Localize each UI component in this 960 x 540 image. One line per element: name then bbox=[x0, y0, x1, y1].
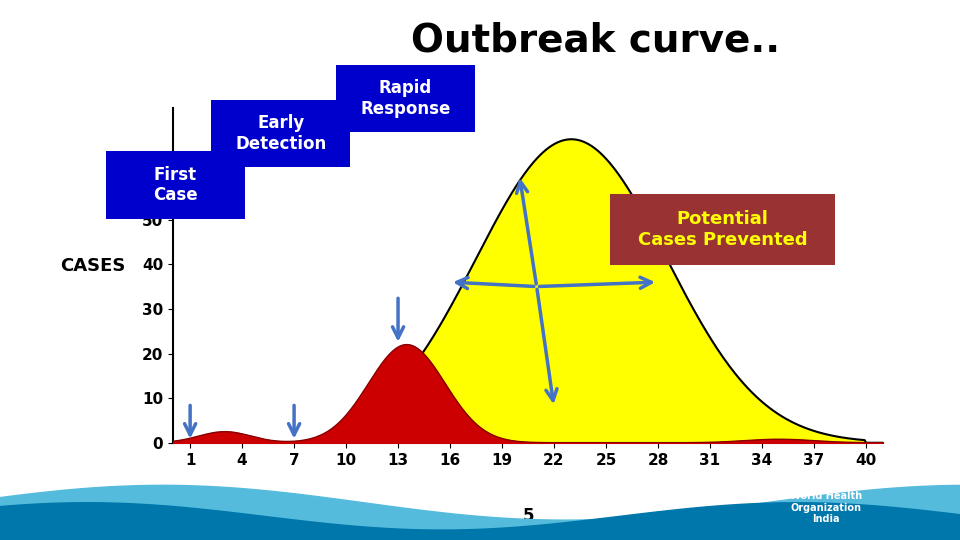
Text: Rapid
Response: Rapid Response bbox=[360, 79, 451, 118]
Y-axis label: CASES: CASES bbox=[60, 258, 126, 275]
Text: DAY: DAY bbox=[508, 531, 548, 540]
Text: 5: 5 bbox=[522, 508, 534, 525]
Text: World Health
Organization
India: World Health Organization India bbox=[789, 491, 862, 524]
Text: Outbreak curve..: Outbreak curve.. bbox=[411, 22, 780, 59]
Text: Early
Detection: Early Detection bbox=[235, 114, 326, 153]
Text: Potential
Cases Prevented: Potential Cases Prevented bbox=[637, 210, 807, 249]
Text: First
Case: First Case bbox=[153, 166, 198, 204]
